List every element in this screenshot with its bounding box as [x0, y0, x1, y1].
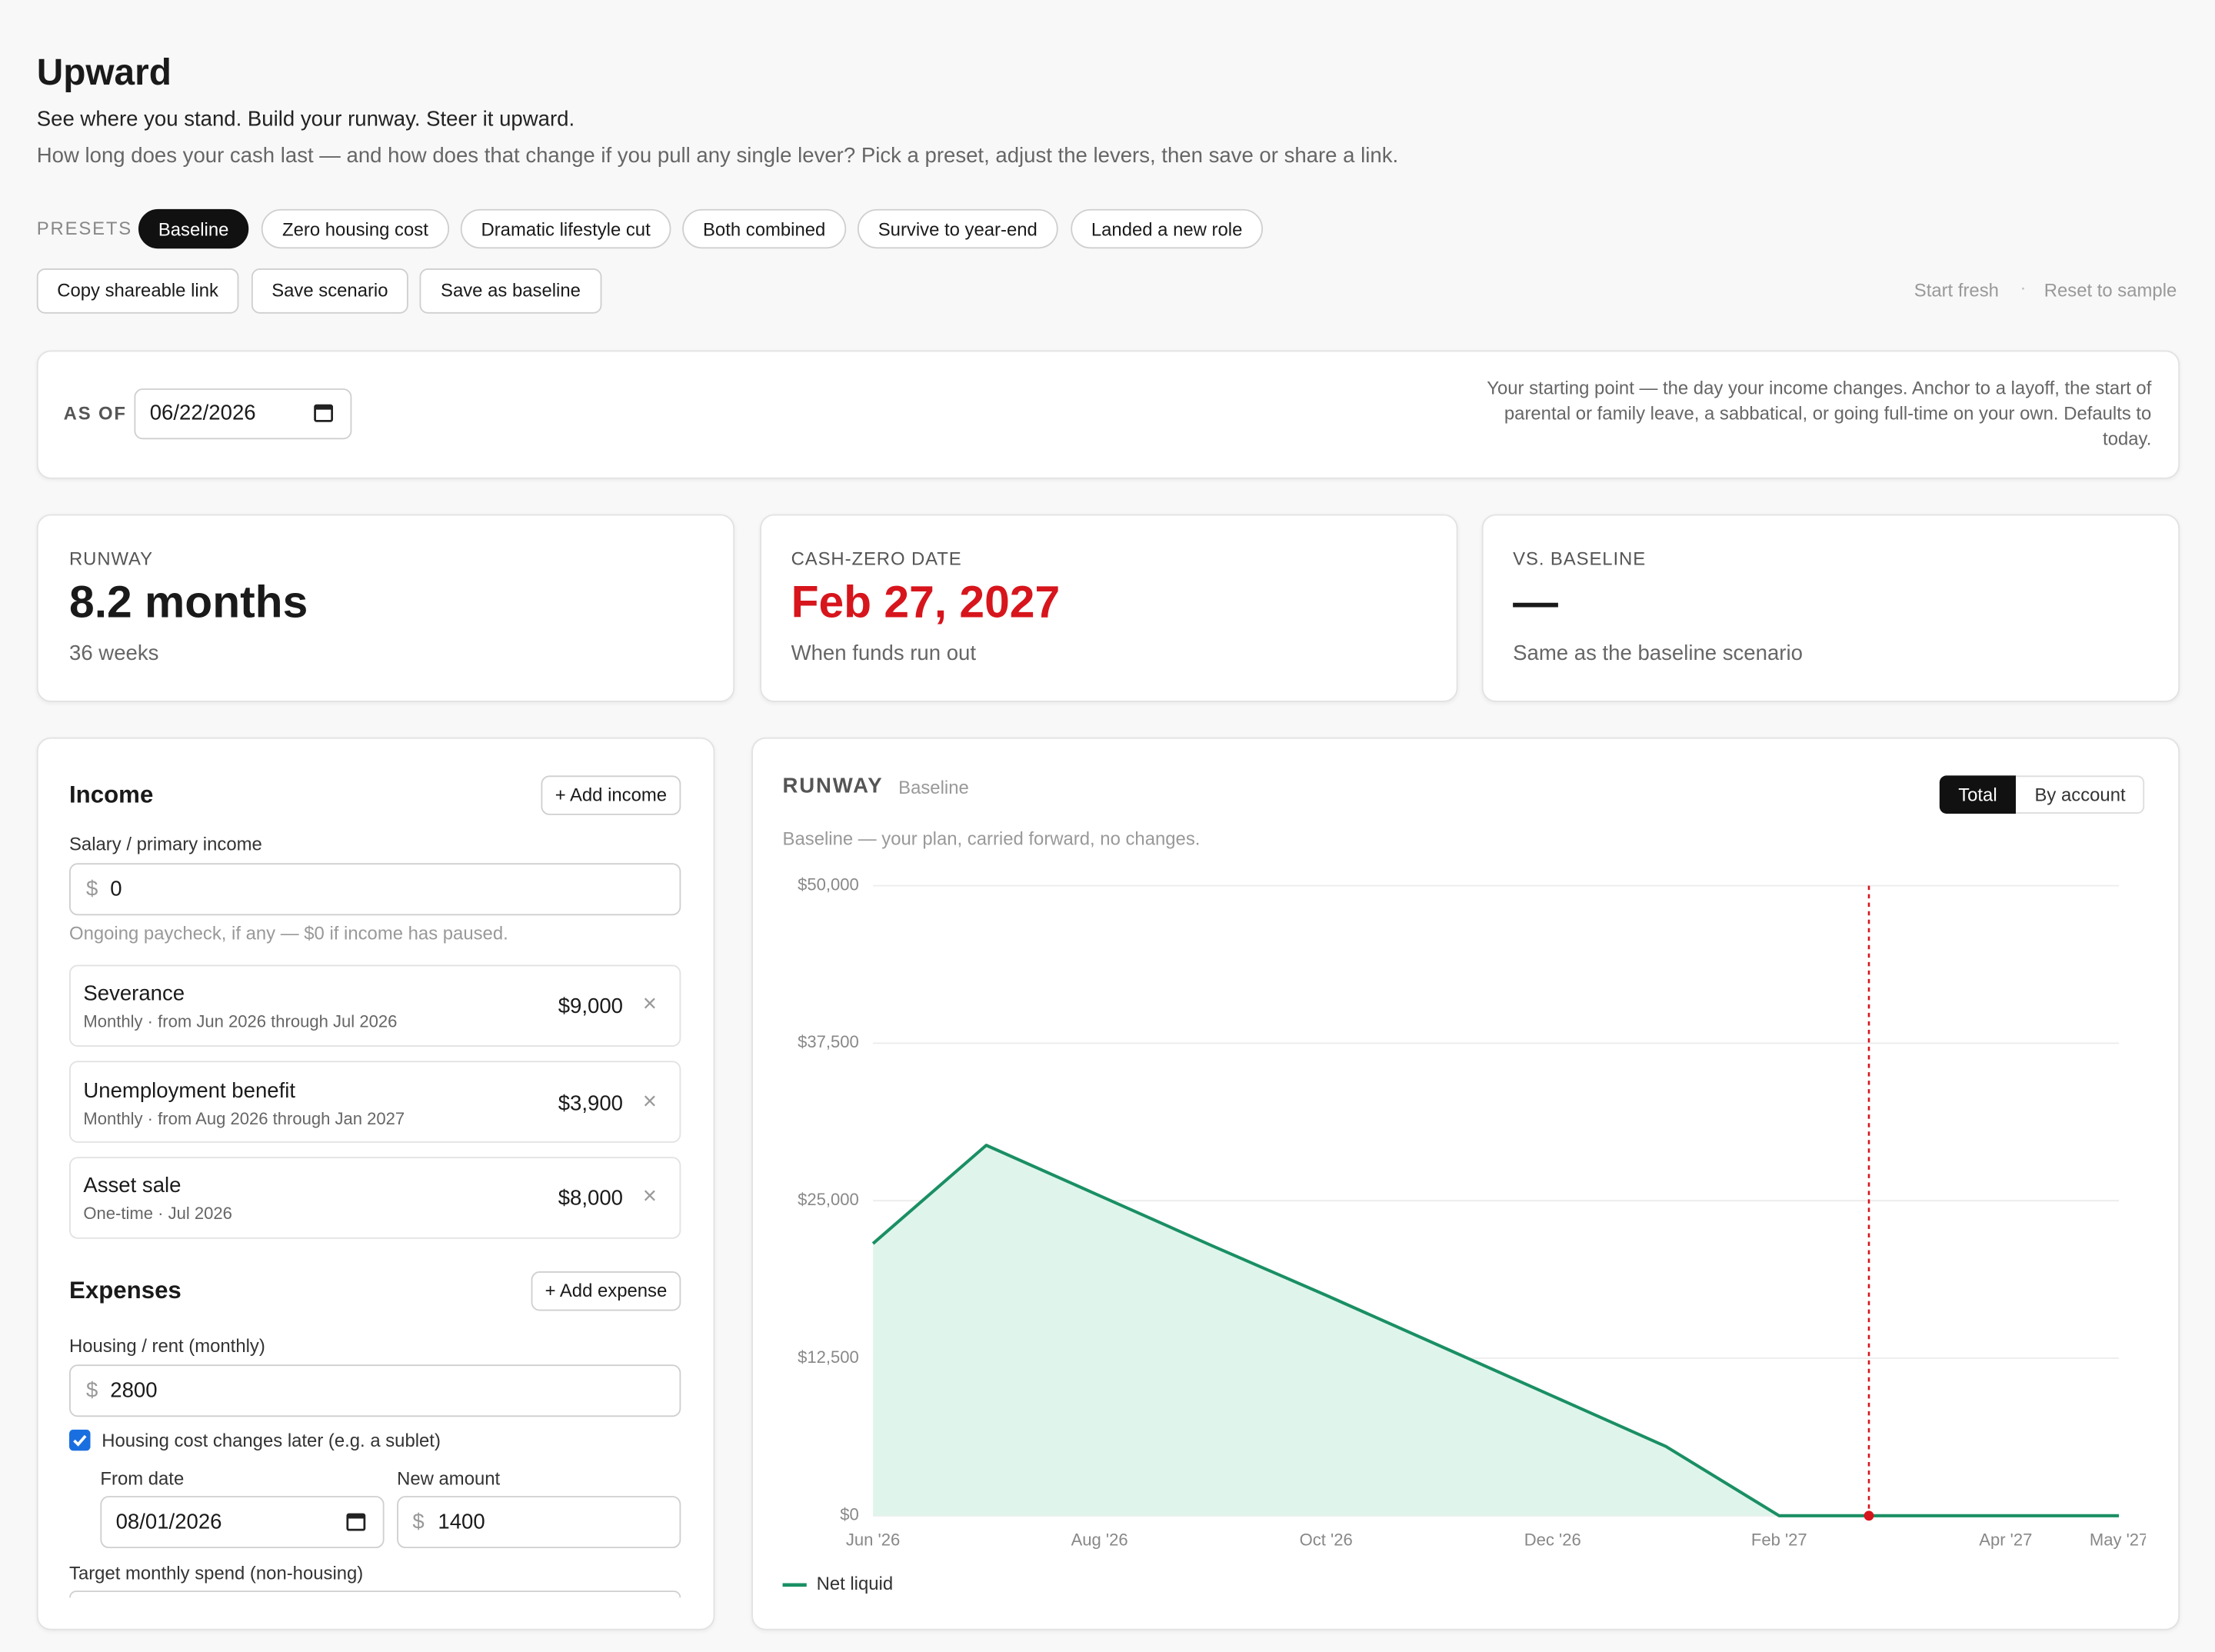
income-item: [68, 964, 681, 1047]
y-tick-label: $37,500: [798, 1032, 859, 1051]
field-label: Target monthly spend (non-housing): [68, 1562, 364, 1584]
x-tick-label: Oct '26: [1300, 1530, 1353, 1550]
stat-value: Feb 27, 2027: [791, 576, 1061, 628]
field-label: Salary / primary income: [68, 833, 262, 855]
currency: $: [86, 1378, 98, 1403]
stat-value: 8.2 months: [68, 576, 308, 628]
stat-sub: Same as the baseline scenario: [1513, 641, 1803, 666]
preset-pill[interactable]: Dramatic lifestyle cut: [460, 208, 671, 249]
x-tick-label: Apr '27: [1979, 1530, 2032, 1550]
field-label: New amount: [397, 1467, 501, 1489]
x-tick-label: Jun '26: [846, 1530, 900, 1550]
item-amount: $3,900: [558, 1091, 623, 1117]
text-input[interactable]: [68, 1590, 681, 1598]
y-tick-label: $12,500: [798, 1347, 859, 1367]
preset-pill[interactable]: Survive to year-end: [857, 208, 1058, 249]
y-tick-label: $25,000: [798, 1190, 859, 1209]
section-title: Expenses: [68, 1277, 182, 1304]
text-input[interactable]: [68, 1364, 681, 1417]
item-name: Severance: [83, 981, 185, 1006]
x-tick-label: Feb '27: [1751, 1530, 1807, 1550]
presets-label: PRESETS: [36, 217, 133, 239]
legend-label: Net liquid: [817, 1574, 893, 1594]
cash-zero-dot: [1864, 1510, 1874, 1521]
toggle-option[interactable]: By account: [2034, 784, 2126, 805]
y-tick-label: $0: [840, 1505, 859, 1524]
remove-button[interactable]: ×: [642, 1087, 657, 1115]
field-label: Housing / rent (monthly): [68, 1334, 265, 1357]
stat-sub: When funds run out: [791, 641, 977, 666]
preset-pill[interactable]: Baseline: [138, 208, 249, 249]
income-item: [68, 1061, 681, 1143]
add-button[interactable]: + Add income: [541, 775, 681, 815]
chart-badge: Baseline: [898, 777, 969, 798]
text-input[interactable]: [68, 863, 681, 916]
x-tick-label: Dec '26: [1524, 1530, 1581, 1550]
tagline: See where you stand. Build your runway. …: [36, 107, 575, 132]
x-tick-label: Aug '26: [1071, 1530, 1128, 1550]
x-tick-label: May '27: [2090, 1530, 2148, 1550]
as-of-card: [36, 350, 2180, 479]
date-value: 08/01/2026: [115, 1510, 222, 1534]
date-value: 06/22/2026: [149, 401, 256, 425]
item-detail: Monthly · from Jun 2026 through Jul 2026: [83, 1011, 398, 1031]
field-label: From date: [100, 1467, 185, 1489]
add-button[interactable]: + Add expense: [531, 1271, 681, 1311]
chart-title: RUNWAY: [782, 774, 884, 798]
plot: $0 $12,500 $25,000 $37,500 $50,000 Jun '26 Aug…: [798, 874, 2148, 1550]
hint: Ongoing paycheck, if any — $0 if income …: [68, 922, 508, 944]
preset-pill[interactable]: Zero housing cost: [261, 208, 450, 249]
area: [873, 1145, 2120, 1516]
checkbox[interactable]: [68, 1429, 91, 1451]
description: How long does your cash last — and how d…: [36, 144, 1399, 168]
action-button[interactable]: Save as baseline: [419, 268, 602, 314]
input-value: 1400: [438, 1510, 485, 1534]
preset-pill[interactable]: Both combined: [682, 208, 847, 249]
action-button[interactable]: Copy shareable link: [36, 268, 239, 314]
item-name: Unemployment benefit: [83, 1079, 296, 1104]
item-amount: $9,000: [558, 994, 623, 1019]
link[interactable]: Start fresh: [1914, 279, 1999, 301]
y-tick-label: $50,000: [798, 874, 859, 894]
item-name: Asset sale: [83, 1174, 182, 1198]
stat-card: [1481, 514, 2180, 702]
date-input[interactable]: [100, 1496, 385, 1549]
app-title: Upward: [36, 51, 172, 94]
stat-label: RUNWAY: [68, 548, 153, 570]
as-of-label: AS OF: [63, 402, 127, 425]
input-value: 0: [110, 877, 122, 901]
chart-caption: Baseline — your plan, carried forward, n…: [782, 828, 1201, 849]
preset-pill[interactable]: Landed a new role: [1071, 208, 1264, 249]
currency: $: [86, 877, 98, 901]
calendar-icon: [346, 1513, 366, 1531]
toggle-option[interactable]: Total: [1939, 775, 2017, 814]
remove-button[interactable]: ×: [642, 1182, 657, 1210]
checkbox-label: Housing cost changes later (e.g. a suble…: [102, 1429, 441, 1451]
item-amount: $8,000: [558, 1186, 623, 1211]
line: [871, 1144, 2120, 1517]
stat-label: CASH-ZERO DATE: [791, 548, 962, 570]
stat-value: —: [1513, 576, 1558, 628]
link[interactable]: Reset to sample: [2043, 279, 2177, 301]
separator: ·: [2020, 276, 2027, 298]
stat-card: [36, 514, 735, 702]
text-input[interactable]: [397, 1496, 681, 1549]
as-of-note: Your starting point — the day your incom…: [1487, 377, 2152, 450]
income-item: [68, 1157, 681, 1239]
item-detail: Monthly · from Aug 2026 through Jan 2027: [83, 1108, 405, 1129]
input-value: 2800: [110, 1378, 158, 1403]
calendar-icon: [314, 404, 334, 422]
action-button[interactable]: Save scenario: [251, 268, 408, 314]
currency: $: [412, 1510, 425, 1534]
item-detail: One-time · Jul 2026: [83, 1203, 232, 1224]
stat-label: VS. BASELINE: [1513, 548, 1647, 570]
stat-sub: 36 weeks: [68, 641, 159, 666]
section-title: Income: [68, 781, 154, 808]
remove-button[interactable]: ×: [642, 990, 657, 1018]
stat-card: [760, 514, 1458, 702]
